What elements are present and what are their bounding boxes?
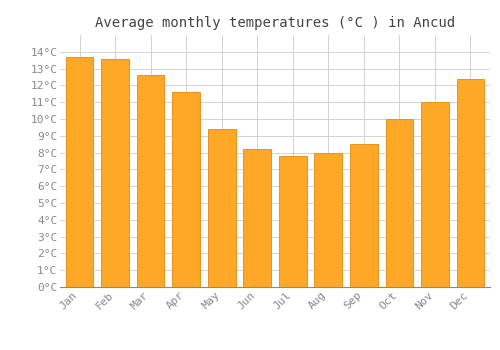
Title: Average monthly temperatures (°C ) in Ancud: Average monthly temperatures (°C ) in An… — [95, 16, 455, 30]
Bar — [172, 92, 200, 287]
Bar — [137, 75, 164, 287]
Bar — [350, 144, 378, 287]
Bar — [101, 58, 129, 287]
Bar — [279, 156, 306, 287]
Bar — [421, 102, 449, 287]
Bar — [456, 79, 484, 287]
Bar — [66, 57, 94, 287]
Bar — [386, 119, 413, 287]
Bar — [208, 129, 236, 287]
Bar — [314, 153, 342, 287]
Bar — [244, 149, 271, 287]
